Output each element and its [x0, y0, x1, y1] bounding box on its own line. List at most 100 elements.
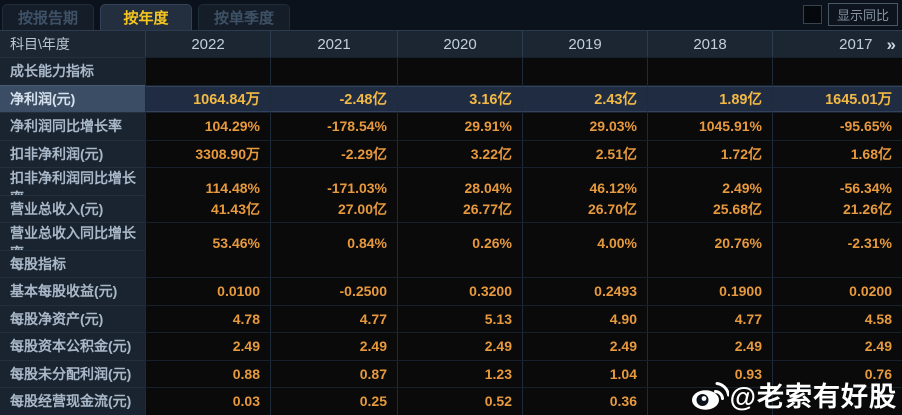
row-label: 每股指标 — [0, 249, 145, 277]
row-label: 营业总收入(元) — [0, 194, 145, 222]
table-row[interactable]: 每股资本公积金(元) 2.49 2.49 2.49 2.49 2.49 2.49 — [0, 332, 902, 360]
value-cell: 21.26亿 — [772, 195, 902, 222]
row-label: 扣非净利润(元) — [0, 139, 145, 167]
value-cell: -0.2500 — [270, 278, 397, 305]
value-cell — [397, 58, 522, 85]
value-cell — [145, 250, 270, 277]
value-cell: 0.36 — [522, 388, 647, 415]
show-yoy-button[interactable]: 显示同比 — [827, 3, 898, 26]
value-cell: 0.76 — [772, 360, 902, 387]
table-row[interactable]: 净利润同比增长率 104.29% -178.54% 29.91% 29.03% … — [0, 112, 902, 140]
financial-table: 科目\年度 2022 2021 2020 2019 2018 2017 » 成长… — [0, 30, 902, 415]
value-cell: 4.58 — [772, 305, 902, 332]
value-cell: 25.68亿 — [647, 195, 772, 222]
value-cell: 41.43亿 — [145, 195, 270, 222]
table-row[interactable]: 每股未分配利润(元) 0.88 0.87 1.23 1.04 0.93 0.76 — [0, 359, 902, 387]
row-label: 每股经营现金流(元) — [0, 387, 145, 415]
value-cell: -2.48亿 — [270, 85, 397, 112]
value-cell: 2.49 — [772, 333, 902, 360]
value-cell — [145, 58, 270, 85]
value-cell: 3308.90万 — [145, 140, 270, 167]
value-cell: -2.29亿 — [270, 140, 397, 167]
table-row[interactable]: 扣非净利润同比增长率 114.48% -171.03% 28.04% 46.12… — [0, 167, 902, 208]
row-label: 每股资本公积金(元) — [0, 332, 145, 360]
value-cell: 2.49 — [397, 333, 522, 360]
value-cell: 2.49 — [270, 333, 397, 360]
table-header-row: 科目\年度 2022 2021 2020 2019 2018 2017 » — [0, 30, 902, 57]
tab-by-year[interactable]: 按年度 — [100, 4, 192, 30]
value-cell: 1645.01万 — [772, 85, 902, 112]
value-cell: 2.49 — [522, 333, 647, 360]
value-cell: 5.13 — [397, 305, 522, 332]
row-label: 每股净资产(元) — [0, 304, 145, 332]
value-cell: 4.77 — [270, 305, 397, 332]
value-cell — [270, 250, 397, 277]
value-cell: 2.43亿 — [522, 85, 647, 112]
value-cell: 3.22亿 — [397, 140, 522, 167]
table-body: 成长能力指标 净利润(元) 1064.84万 -2.48亿 3.16亿 2.43… — [0, 57, 902, 415]
corner-header-cell: 科目\年度 — [10, 36, 70, 52]
value-cell: 0.1900 — [647, 278, 772, 305]
value-cell — [647, 388, 772, 415]
value-cell: 4.78 — [145, 305, 270, 332]
value-cell: 1.89亿 — [647, 85, 772, 112]
row-label: 每股未分配利润(元) — [0, 359, 145, 387]
table-row[interactable]: 每股经营现金流(元) 0.03 0.25 0.52 0.36 — [0, 387, 902, 415]
value-cell: 0.25 — [270, 388, 397, 415]
year-header-2017: 2017 » — [772, 31, 902, 57]
value-cell: 3.16亿 — [397, 85, 522, 112]
value-cell: 4.90 — [522, 305, 647, 332]
value-cell: 0.87 — [270, 360, 397, 387]
value-cell: 0.52 — [397, 388, 522, 415]
year-header-2019: 2019 — [522, 31, 647, 57]
value-cell — [772, 388, 902, 415]
table-row[interactable]: 净利润(元) 1064.84万 -2.48亿 3.16亿 2.43亿 1.89亿… — [0, 84, 902, 112]
value-cell: 0.93 — [647, 360, 772, 387]
value-cell: 29.91% — [397, 113, 522, 140]
value-cell: 1064.84万 — [145, 85, 270, 112]
value-cell: 2.49 — [647, 333, 772, 360]
value-cell: -95.65% — [772, 113, 902, 140]
section-row[interactable]: 每股指标 — [0, 249, 902, 277]
table-row[interactable]: 扣非净利润(元) 3308.90万 -2.29亿 3.22亿 2.51亿 1.7… — [0, 139, 902, 167]
value-cell: 26.70亿 — [522, 195, 647, 222]
value-cell — [772, 58, 902, 85]
value-cell — [647, 58, 772, 85]
table-row[interactable]: 每股净资产(元) 4.78 4.77 5.13 4.90 4.77 4.58 — [0, 304, 902, 332]
table-row[interactable]: 营业总收入同比增长率 53.46% 0.84% 0.26% 4.00% 20.7… — [0, 222, 902, 263]
yoy-controls: 显示同比 — [802, 3, 902, 30]
more-years-icon[interactable]: » — [886, 34, 896, 54]
row-label: 基本每股收益(元) — [0, 277, 145, 305]
year-header-2021: 2021 — [270, 31, 397, 57]
value-cell: -178.54% — [270, 113, 397, 140]
row-label: 净利润(元) — [0, 84, 145, 112]
value-cell: 0.2493 — [522, 278, 647, 305]
value-cell: 27.00亿 — [270, 195, 397, 222]
section-row[interactable]: 成长能力指标 — [0, 57, 902, 85]
value-cell: 1.68亿 — [772, 140, 902, 167]
value-cell — [397, 250, 522, 277]
period-tabs: 按报告期 按年度 按单季度 — [0, 4, 290, 30]
table-row[interactable]: 营业总收入(元) 41.43亿 27.00亿 26.77亿 26.70亿 25.… — [0, 194, 902, 222]
value-cell: 0.3200 — [397, 278, 522, 305]
year-header-2018: 2018 — [647, 31, 772, 57]
value-cell: 26.77亿 — [397, 195, 522, 222]
value-cell: 1.72亿 — [647, 140, 772, 167]
value-cell: 2.49 — [145, 333, 270, 360]
value-cell: 0.88 — [145, 360, 270, 387]
tab-bar: 按报告期 按年度 按单季度 显示同比 — [0, 0, 902, 30]
value-cell: 2.51亿 — [522, 140, 647, 167]
table-row[interactable]: 基本每股收益(元) 0.0100 -0.2500 0.3200 0.2493 0… — [0, 277, 902, 305]
value-cell: 1.23 — [397, 360, 522, 387]
value-cell: 29.03% — [522, 113, 647, 140]
value-cell: 104.29% — [145, 113, 270, 140]
value-cell: 0.03 — [145, 388, 270, 415]
value-cell — [647, 250, 772, 277]
value-cell — [522, 58, 647, 85]
value-cell — [270, 58, 397, 85]
year-header-2020: 2020 — [397, 31, 522, 57]
tab-by-report-period[interactable]: 按报告期 — [2, 4, 94, 30]
year-header-2017-label: 2017 — [839, 35, 873, 53]
show-yoy-checkbox[interactable] — [802, 5, 822, 24]
tab-by-quarter[interactable]: 按单季度 — [198, 4, 290, 30]
